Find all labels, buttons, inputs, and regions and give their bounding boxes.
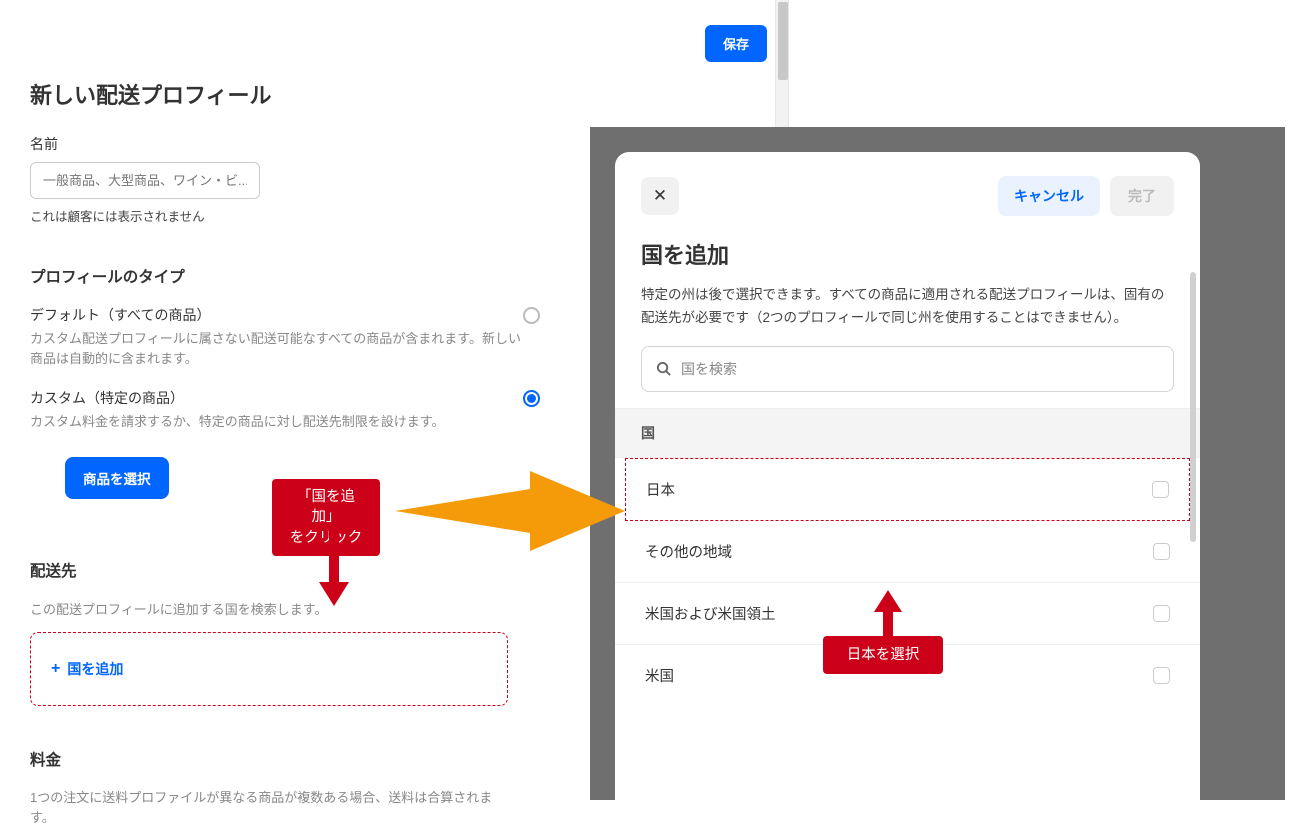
country-checkbox[interactable]: [1153, 543, 1170, 560]
page-title: 新しい配送プロフィール: [30, 78, 570, 110]
name-input[interactable]: [30, 162, 260, 199]
fee-heading: 料金: [30, 748, 570, 770]
done-button[interactable]: 完了: [1110, 176, 1174, 216]
shipping-profile-form: 新しい配送プロフィール 名前 これは顧客には表示されません プロフィールのタイプ…: [30, 0, 570, 829]
add-country-link[interactable]: + 国を追加: [51, 659, 123, 679]
country-checkbox[interactable]: [1153, 667, 1170, 684]
radio-desc: カスタム配送プロフィールに属さない配送可能なすべての商品が含まれます。新しい商品…: [30, 329, 523, 368]
search-icon: [656, 361, 671, 376]
country-name: 日本: [646, 479, 675, 500]
radio-option-default[interactable]: デフォルト（すべての商品） カスタム配送プロフィールに属さない配送可能なすべての…: [30, 305, 570, 368]
destination-desc: この配送プロフィールに追加する国を検索します。: [30, 599, 570, 618]
country-row-japan[interactable]: 日本: [625, 458, 1190, 521]
add-country-label: 国を追加: [67, 659, 123, 679]
country-name: 米国および米国領土: [645, 603, 776, 624]
country-row[interactable]: その他の地域: [615, 521, 1200, 583]
big-arrow-icon: [395, 471, 625, 556]
modal-title: 国を追加: [615, 238, 1200, 270]
country-checkbox[interactable]: [1152, 481, 1169, 498]
close-button[interactable]: ✕: [641, 177, 679, 215]
modal-header: ✕ キャンセル 完了: [615, 176, 1200, 216]
country-name: その他の地域: [645, 541, 732, 562]
country-checkbox[interactable]: [1153, 605, 1170, 622]
radio-option-custom[interactable]: カスタム（特定の商品） カスタム料金を請求するか、特定の商品に対し配送先制限を設…: [30, 388, 570, 432]
fee-desc: 1つの注文に送料プロファイルが異なる商品が複数ある場合、送料は合算されます。: [30, 788, 500, 829]
plus-icon: +: [51, 660, 60, 678]
callout-select-japan: 日本を選択: [823, 636, 943, 674]
save-button[interactable]: 保存: [705, 25, 767, 62]
radio-indicator[interactable]: [523, 307, 540, 324]
add-country-modal: ✕ キャンセル 完了 国を追加 特定の州は後で選択できます。すべての商品に適用さ…: [615, 152, 1200, 800]
radio-title: デフォルト（すべての商品）: [30, 305, 523, 325]
search-placeholder: 国を検索: [681, 359, 737, 379]
radio-desc: カスタム料金を請求するか、特定の商品に対し配送先制限を設けます。: [30, 412, 523, 432]
destination-heading: 配送先: [30, 559, 570, 581]
radio-indicator[interactable]: [523, 390, 540, 407]
name-field: 名前 これは顧客には表示されません: [30, 134, 570, 225]
name-label: 名前: [30, 134, 570, 154]
name-helper: これは顧客には表示されません: [30, 206, 570, 225]
country-search-input[interactable]: 国を検索: [641, 346, 1174, 392]
country-list-header: 国: [615, 408, 1200, 458]
cancel-button[interactable]: キャンセル: [998, 176, 1100, 216]
profile-type-heading: プロフィールのタイプ: [30, 265, 570, 287]
country-name: 米国: [645, 665, 674, 686]
close-icon: ✕: [653, 186, 667, 206]
radio-title: カスタム（特定の商品）: [30, 388, 523, 408]
arrow-down-icon: [319, 528, 349, 606]
scrollbar-thumb[interactable]: [778, 2, 788, 80]
add-country-box: + 国を追加: [30, 632, 508, 706]
modal-scrollbar[interactable]: [1190, 272, 1196, 542]
select-products-button[interactable]: 商品を選択: [65, 457, 169, 499]
modal-desc: 特定の州は後で選択できます。すべての商品に適用される配送プロフィールは、固有の配…: [615, 284, 1200, 330]
